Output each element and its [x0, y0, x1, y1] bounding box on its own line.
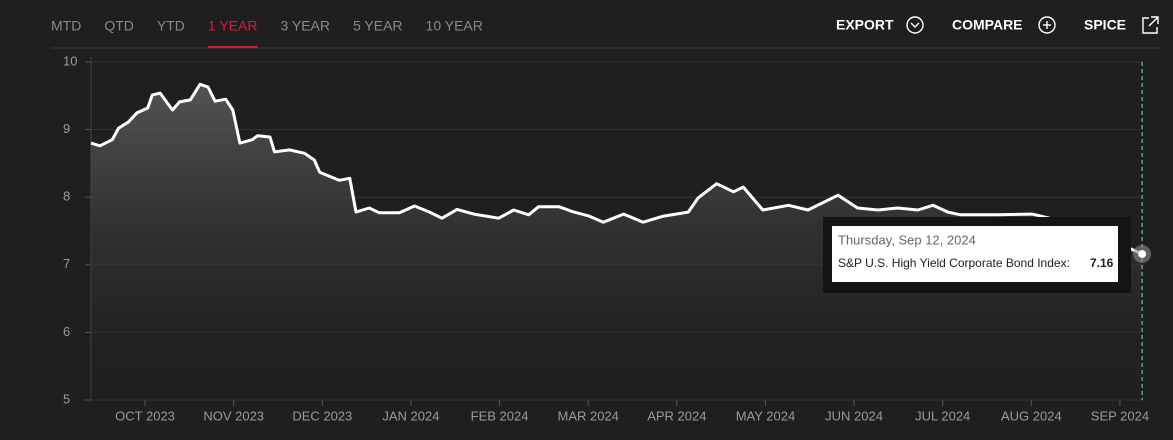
y-tick-label: 10: [63, 53, 77, 68]
tooltip-label: S&P U.S. High Yield Corporate Bond Index…: [838, 256, 1070, 270]
tab[interactable]: 10 YEAR: [426, 18, 483, 34]
line: [90, 82, 1143, 256]
tab[interactable]: YTD: [157, 18, 185, 34]
y-tick-label: 9: [63, 121, 70, 136]
tab[interactable]: 1 YEAR: [208, 18, 258, 34]
tab[interactable]: 3 YEAR: [280, 18, 330, 34]
export-button[interactable]: EXPORT: [836, 17, 894, 33]
tooltip-date: Thursday, Sep 12, 2024: [838, 232, 976, 247]
tab-bar: MTD QTD YTD 1 YEAR 3 YEAR 5 YEAR 10 YEAR: [51, 18, 483, 48]
compare-icon[interactable]: [1038, 16, 1056, 34]
actions: EXPORT COMPARE SPICE: [836, 16, 1159, 34]
export-icon[interactable]: [906, 16, 924, 34]
compare-button[interactable]: COMPARE: [952, 17, 1023, 33]
x-tick-label: MAY 2024: [736, 408, 796, 423]
x-tick-label: APR 2024: [647, 408, 706, 423]
active-tab-underline: [207, 46, 258, 48]
x-tick-label: JUN 2024: [825, 408, 883, 423]
tooltip: Thursday, Sep 12, 2024 S&P U.S. High Yie…: [823, 217, 1131, 293]
y-tick-label: 8: [63, 189, 70, 204]
tooltip-value: 7.16: [1090, 256, 1114, 270]
x-tick-label: DEC 2023: [292, 408, 352, 423]
hover-point: [1138, 249, 1147, 258]
y-tick-label: 7: [63, 256, 70, 271]
tab[interactable]: QTD: [104, 18, 134, 34]
x-tick-label: JUL 2024: [915, 408, 970, 423]
x-tick-label: OCT 2023: [115, 408, 175, 423]
x-tick-label: MAR 2024: [557, 408, 618, 423]
x-tick-label: NOV 2023: [203, 408, 264, 423]
spice-icon[interactable]: [1142, 16, 1159, 34]
spice-button[interactable]: SPICE: [1084, 17, 1126, 33]
y-tick-label: 6: [63, 324, 70, 339]
tab[interactable]: 5 YEAR: [353, 18, 403, 34]
area-fill: [91, 84, 1143, 401]
x-tick-label: JAN 2024: [382, 408, 439, 423]
tab[interactable]: MTD: [51, 18, 81, 34]
tooltip-box: [832, 226, 1118, 282]
x-tick-label: SEP 2024: [1091, 408, 1149, 423]
y-tick-label: 5: [63, 391, 70, 406]
x-tick-label: FEB 2024: [471, 408, 529, 423]
x-tick-label: AUG 2024: [1001, 408, 1062, 423]
